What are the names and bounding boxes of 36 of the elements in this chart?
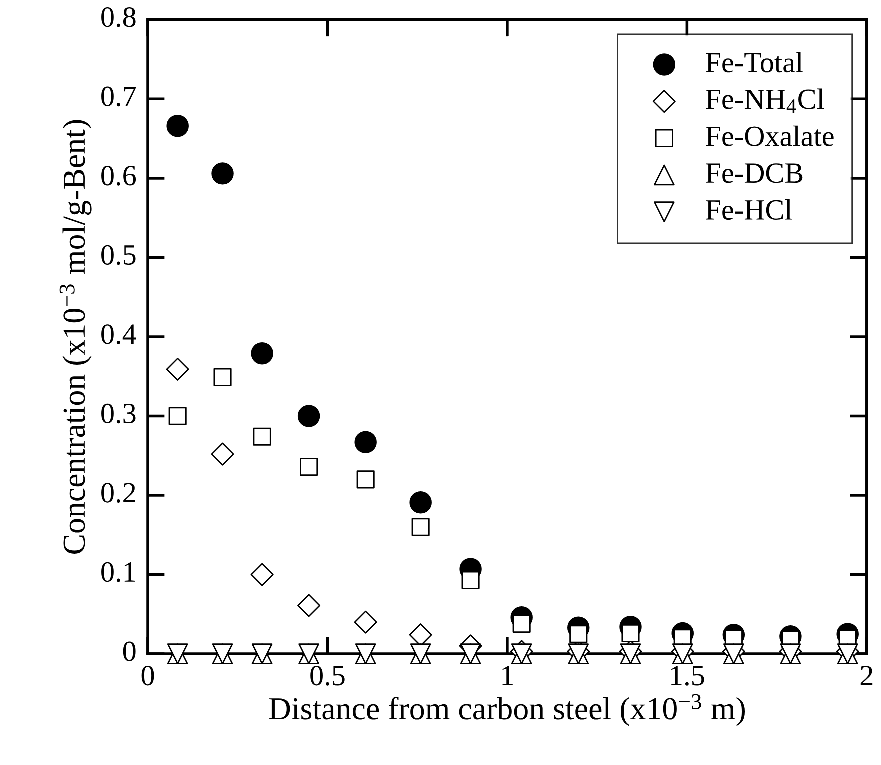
legend-label: Fe-HCl — [706, 199, 792, 220]
y-tick-label: 0.2 — [102, 483, 136, 503]
x-tick-label: 0.5 — [310, 666, 345, 686]
x-tick-label: 1 — [502, 666, 513, 686]
point — [622, 624, 640, 642]
y-tick-label: 0 — [123, 642, 136, 662]
x-tick-label: 0 — [142, 666, 154, 686]
point — [250, 563, 274, 586]
point — [354, 431, 377, 454]
y-tick-label: 0.3 — [102, 404, 136, 424]
point — [212, 162, 234, 185]
point — [512, 614, 531, 633]
y-tick-label: 0.5 — [102, 245, 136, 266]
point — [211, 442, 234, 466]
y-tick-label: 0.7 — [102, 86, 136, 107]
point — [298, 594, 321, 618]
y-tick-label: 0.6 — [102, 166, 136, 186]
legend-label: Fe-Oxalate — [706, 126, 834, 146]
x-tick-label: 1.5 — [672, 666, 704, 686]
x-axis-title: Distance from carbon steel (x10$^{−3}$ m) — [269, 694, 746, 726]
legend-label: Fe-DCB — [706, 164, 803, 184]
point — [462, 571, 480, 590]
legend-label: Fe-NH$_{4}$Cl — [706, 88, 824, 114]
y-tick-label: 0.8 — [102, 8, 136, 28]
y-tick-label: 0.4 — [102, 324, 136, 344]
y-tick-label: 0.1 — [102, 562, 136, 582]
y-axis-title: Concentration (x10$^{−3}$ mol/g-Bent) — [60, 120, 92, 554]
point — [410, 492, 432, 514]
point — [354, 610, 378, 634]
legend-label: Fe-Total — [706, 52, 804, 73]
point — [570, 625, 588, 644]
point — [166, 115, 189, 138]
point — [298, 405, 320, 428]
point — [251, 342, 274, 365]
x-tick-label: 2 — [860, 666, 873, 686]
point — [166, 358, 190, 381]
